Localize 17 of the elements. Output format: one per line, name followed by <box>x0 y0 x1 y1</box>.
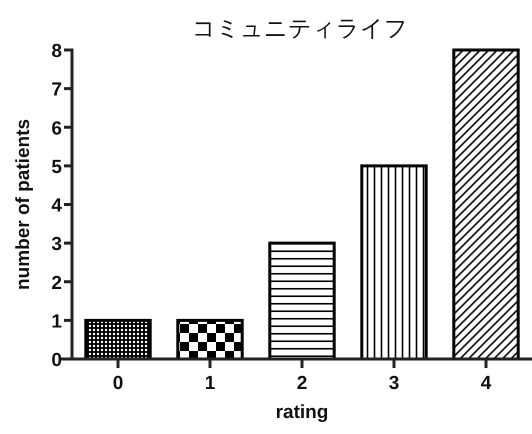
y-tick-label: 5 <box>51 156 62 178</box>
y-tick-label: 7 <box>51 80 62 101</box>
y-tick-label: 0 <box>51 350 62 371</box>
y-tick-label: 1 <box>51 311 62 332</box>
y-tick-label: 8 <box>51 41 62 62</box>
y-axis-title: number of patients <box>13 118 34 290</box>
x-tick-label: 3 <box>388 373 400 394</box>
x-tick-label: 4 <box>480 373 492 394</box>
y-tick-label: 4 <box>51 196 62 216</box>
x-tick-label: 2 <box>296 373 308 394</box>
x-tick-label: 1 <box>204 373 216 394</box>
y-tick-label: 3 <box>51 234 62 256</box>
x-tick-label: 0 <box>112 373 124 394</box>
chart-title: コミュニティライフ <box>192 16 408 41</box>
y-tick-label: 6 <box>51 118 62 140</box>
x-axis-title: rating <box>276 402 328 423</box>
y-tick-label: 2 <box>51 272 62 294</box>
